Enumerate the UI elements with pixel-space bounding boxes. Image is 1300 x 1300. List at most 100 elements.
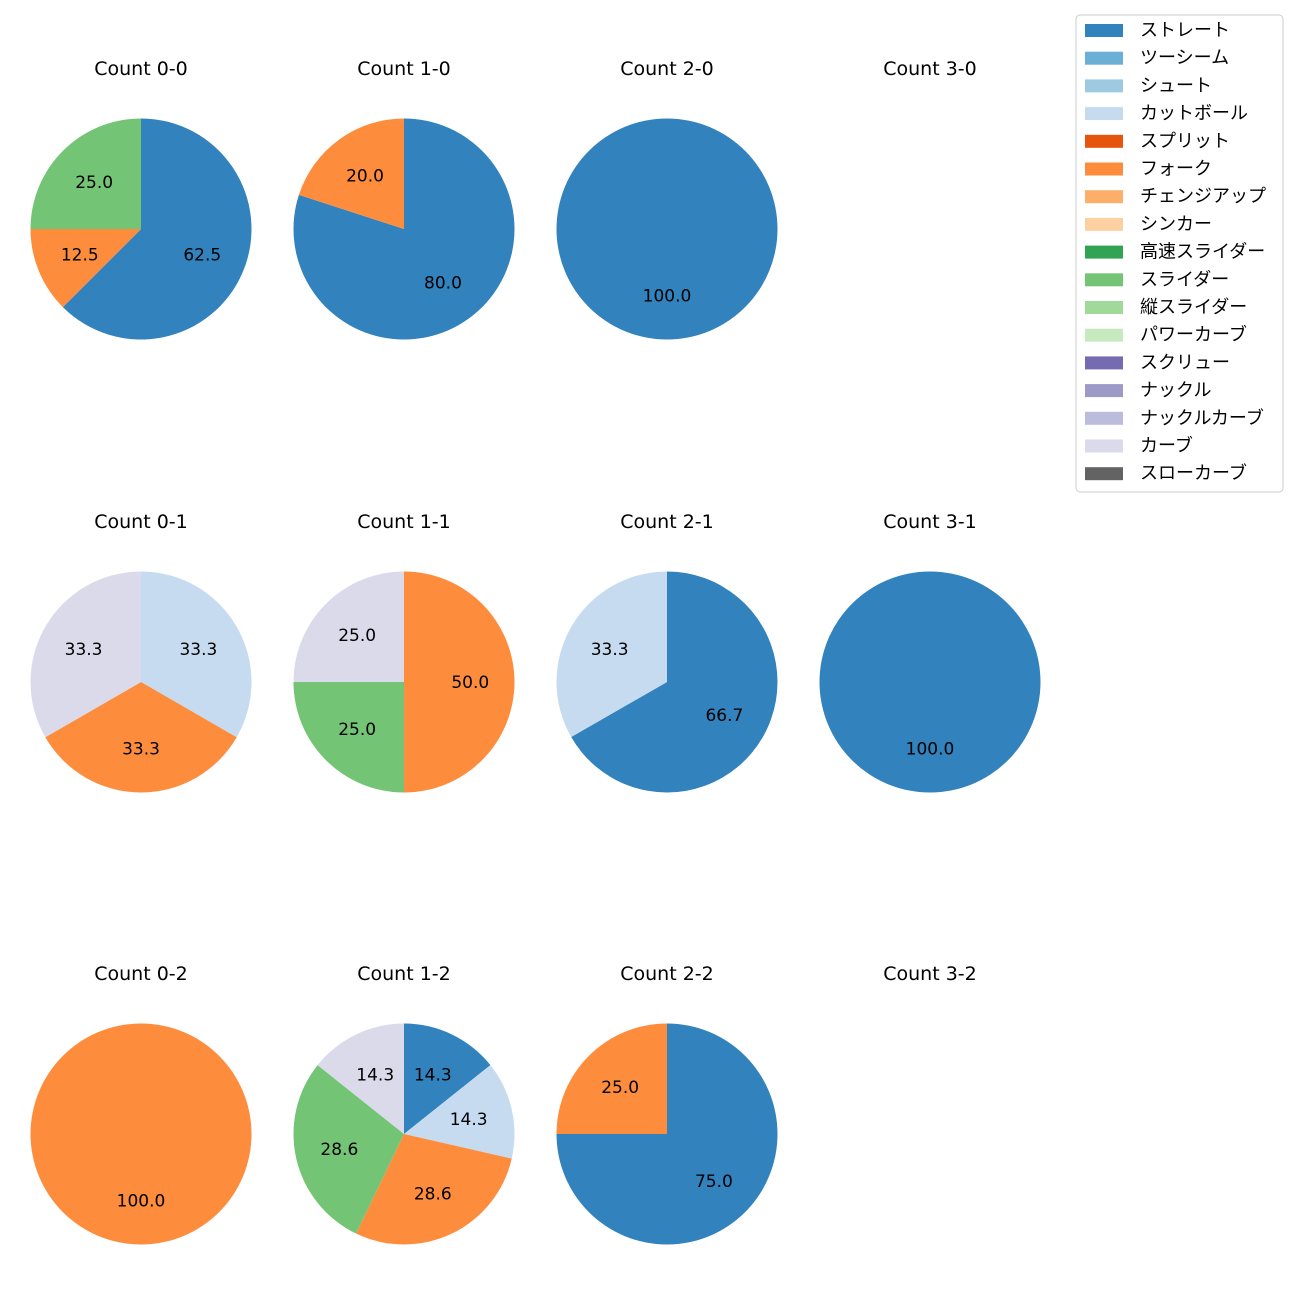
pie-slice-label: 33.3: [65, 640, 103, 660]
legend-frame: [1075, 14, 1284, 493]
legend-label: ナックル: [1140, 380, 1211, 401]
pie-panel-count-2-1: Count 2-1 66.7 33.3: [556, 511, 778, 793]
legend-item: スプリット: [1085, 131, 1230, 152]
pie-title: Count 2-0: [620, 58, 714, 80]
pie-panel-count-0-0: Count 0-0 62.5 12.5 25.0: [30, 58, 252, 340]
pie-slice-2: [293, 682, 404, 793]
pie-slice-label: 25.0: [601, 1078, 639, 1098]
pie-slice-1: [556, 118, 778, 340]
pie-slice-label: 75.0: [695, 1172, 733, 1192]
legend-label: 高速スライダー: [1140, 242, 1265, 263]
pie-title: Count 0-1: [94, 511, 188, 533]
pie-slice-label: 100.0: [906, 739, 955, 759]
pie-slice-label: 25.0: [338, 720, 376, 740]
pie-slice-1: [571, 571, 778, 793]
legend-item: 縦スライダー: [1085, 297, 1247, 318]
pie-slice-4: [293, 1065, 404, 1234]
legend-label: 縦スライダー: [1140, 297, 1247, 318]
pie-slice-3: [293, 571, 404, 682]
legend-item: 高速スライダー: [1085, 242, 1265, 263]
pie-slice-label: 28.6: [414, 1185, 452, 1205]
pie-panel-count-3-1: Count 3-1 100.0: [819, 511, 1041, 793]
pie-slice-1: [141, 571, 252, 738]
pie-slice-2: [556, 571, 667, 738]
legend-label: シュート: [1140, 75, 1212, 96]
pie-slice-label: 14.3: [414, 1065, 452, 1085]
legend-swatch: [1085, 328, 1123, 342]
legend-swatch: [1085, 356, 1123, 370]
pie-slice-label: 100.0: [117, 1191, 166, 1211]
pie-slice-label: 12.5: [61, 245, 99, 265]
legend-swatch: [1085, 107, 1123, 121]
legend-label: ストレート: [1140, 20, 1230, 41]
legend-label: スクリュー: [1140, 352, 1230, 373]
legend-item: スクリュー: [1085, 352, 1230, 373]
legend-label: スプリット: [1140, 131, 1230, 152]
pie-slice-1: [819, 571, 1041, 793]
pie-title: Count 1-0: [357, 58, 451, 80]
pie-slice-label: 14.3: [356, 1065, 394, 1085]
pie-slice-5: [317, 1023, 404, 1134]
pie-slice-2: [45, 682, 237, 793]
pie-title: Count 1-1: [357, 511, 451, 533]
pie-title: Count 1-2: [357, 963, 451, 985]
legend-swatch: [1085, 467, 1123, 481]
pie-panel-count-1-0: Count 1-0 80.0 20.0: [293, 58, 515, 340]
legend-swatch: [1085, 134, 1123, 148]
pie-panel-count-3-2: Count 3-2: [883, 963, 977, 985]
legend-item: ナックル: [1085, 380, 1211, 401]
legend-label: パワーカーブ: [1140, 324, 1247, 346]
legend-item: スライダー: [1085, 269, 1229, 290]
pie-slice-label: 80.0: [424, 274, 462, 294]
legend: ストレートツーシームシュートカットボールスプリットフォークチェンジアップシンカー…: [1075, 14, 1284, 493]
legend-label: チェンジアップ: [1140, 186, 1266, 207]
legend-label: シンカー: [1140, 214, 1212, 235]
legend-swatch: [1085, 273, 1123, 287]
legend-item: シュート: [1085, 75, 1212, 96]
pie-slice-label: 100.0: [643, 286, 692, 306]
pie-panel-count-3-0: Count 3-0: [883, 58, 977, 80]
legend-item: カーブ: [1085, 435, 1193, 457]
legend-item: カットボール: [1085, 103, 1248, 124]
pie-title: Count 2-1: [620, 511, 714, 533]
pie-slice-3: [30, 118, 141, 229]
pie-slice-2: [298, 118, 404, 229]
pie-title: Count 3-0: [883, 58, 977, 80]
legend-item: パワーカーブ: [1085, 324, 1247, 346]
legend-swatch: [1085, 439, 1123, 453]
pie-slice-3: [30, 571, 141, 738]
pie-slice-3: [356, 1134, 512, 1245]
pie-slice-1: [293, 118, 515, 340]
pie-panel-count-1-2: Count 1-2 14.3 14.3 28.6 28.6 14.3: [293, 963, 515, 1245]
legend-label: ツーシーム: [1140, 48, 1229, 69]
pie-title: Count 3-2: [883, 963, 977, 985]
pie-panel-count-1-1: Count 1-1 50.0 25.0 25.0: [293, 511, 515, 793]
pie-panel-count-0-2: Count 0-2 100.0: [30, 963, 252, 1245]
pie-slice-label: 14.3: [450, 1110, 488, 1130]
legend-swatch: [1085, 384, 1123, 398]
legend-swatch: [1085, 190, 1123, 204]
legend-swatch: [1085, 411, 1123, 425]
legend-item: シンカー: [1085, 214, 1212, 235]
pie-panel-count-2-2: Count 2-2 75.0 25.0: [556, 963, 778, 1245]
pie-title: Count 0-2: [94, 963, 188, 985]
pie-title: Count 3-1: [883, 511, 977, 533]
legend-label: カーブ: [1140, 435, 1193, 457]
legend-swatch: [1085, 162, 1123, 176]
legend-label: カットボール: [1140, 103, 1248, 124]
legend-swatch: [1085, 51, 1123, 65]
legend-swatch: [1085, 24, 1123, 37]
pie-slice-2: [30, 229, 141, 308]
legend-label: ナックルカーブ: [1140, 407, 1264, 429]
legend-item: フォーク: [1085, 159, 1212, 180]
pie-slice-label: 25.0: [75, 173, 113, 193]
pie-panel-count-0-1: Count 0-1 33.3 33.3 33.3: [30, 511, 252, 793]
pie-slice-label: 28.6: [320, 1140, 358, 1160]
pie-slice-1: [62, 118, 252, 340]
pie-slice-label: 33.3: [179, 640, 217, 660]
pie-slice-label: 33.3: [591, 640, 629, 660]
pie-slice-2: [556, 1023, 667, 1134]
pie-slice-label: 66.7: [705, 706, 743, 726]
pie-slice-label: 33.3: [122, 739, 160, 759]
